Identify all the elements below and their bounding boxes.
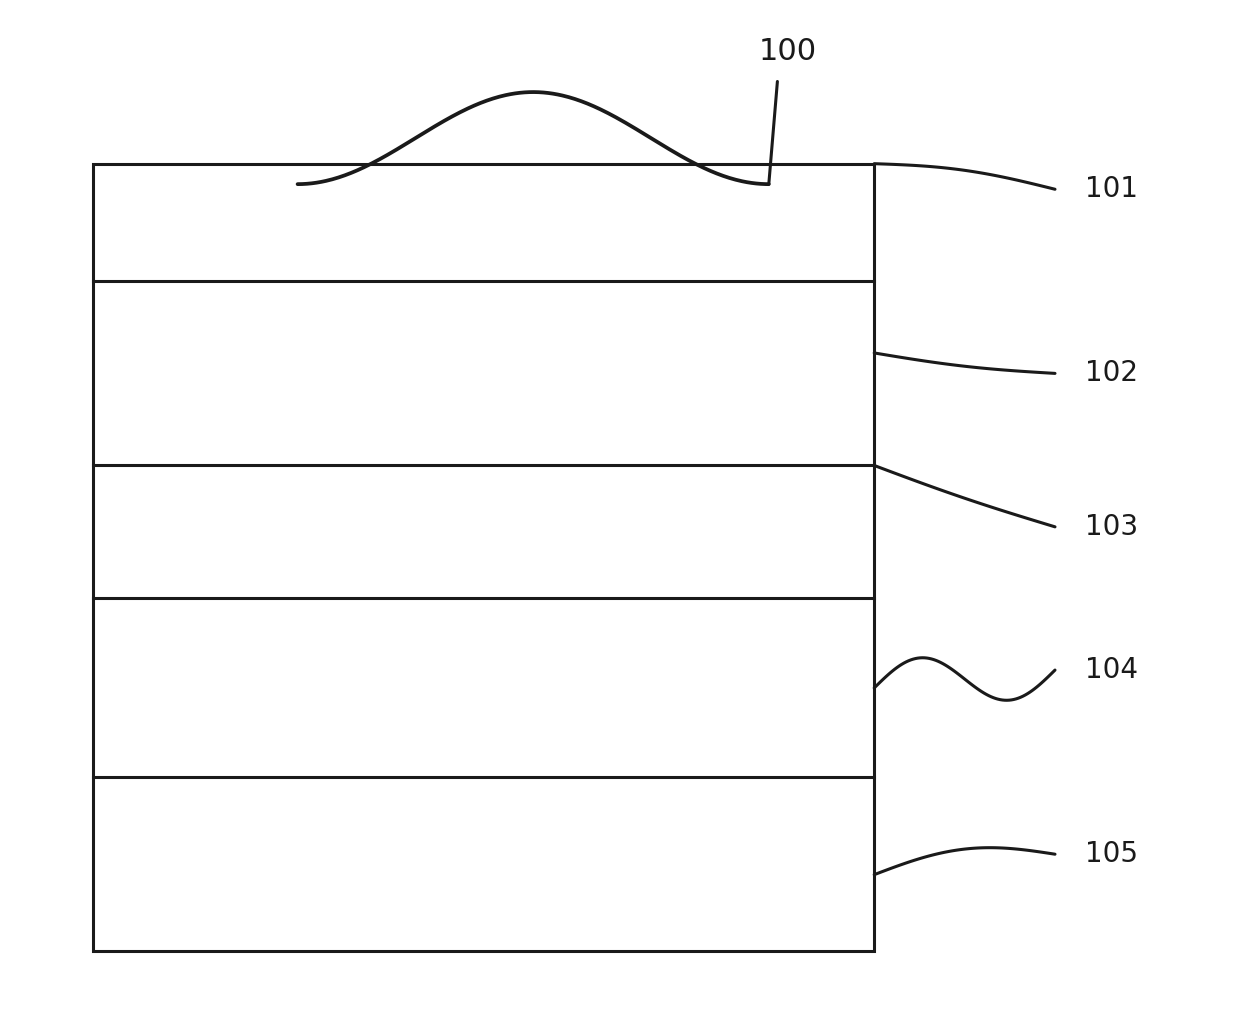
Text: 100: 100	[759, 38, 816, 66]
Text: 104: 104	[1085, 656, 1138, 684]
Text: 105: 105	[1085, 840, 1138, 869]
Text: 103: 103	[1085, 513, 1138, 541]
Text: 101: 101	[1085, 175, 1138, 204]
Bar	[93, 164, 874, 951]
Text: 102: 102	[1085, 359, 1138, 388]
